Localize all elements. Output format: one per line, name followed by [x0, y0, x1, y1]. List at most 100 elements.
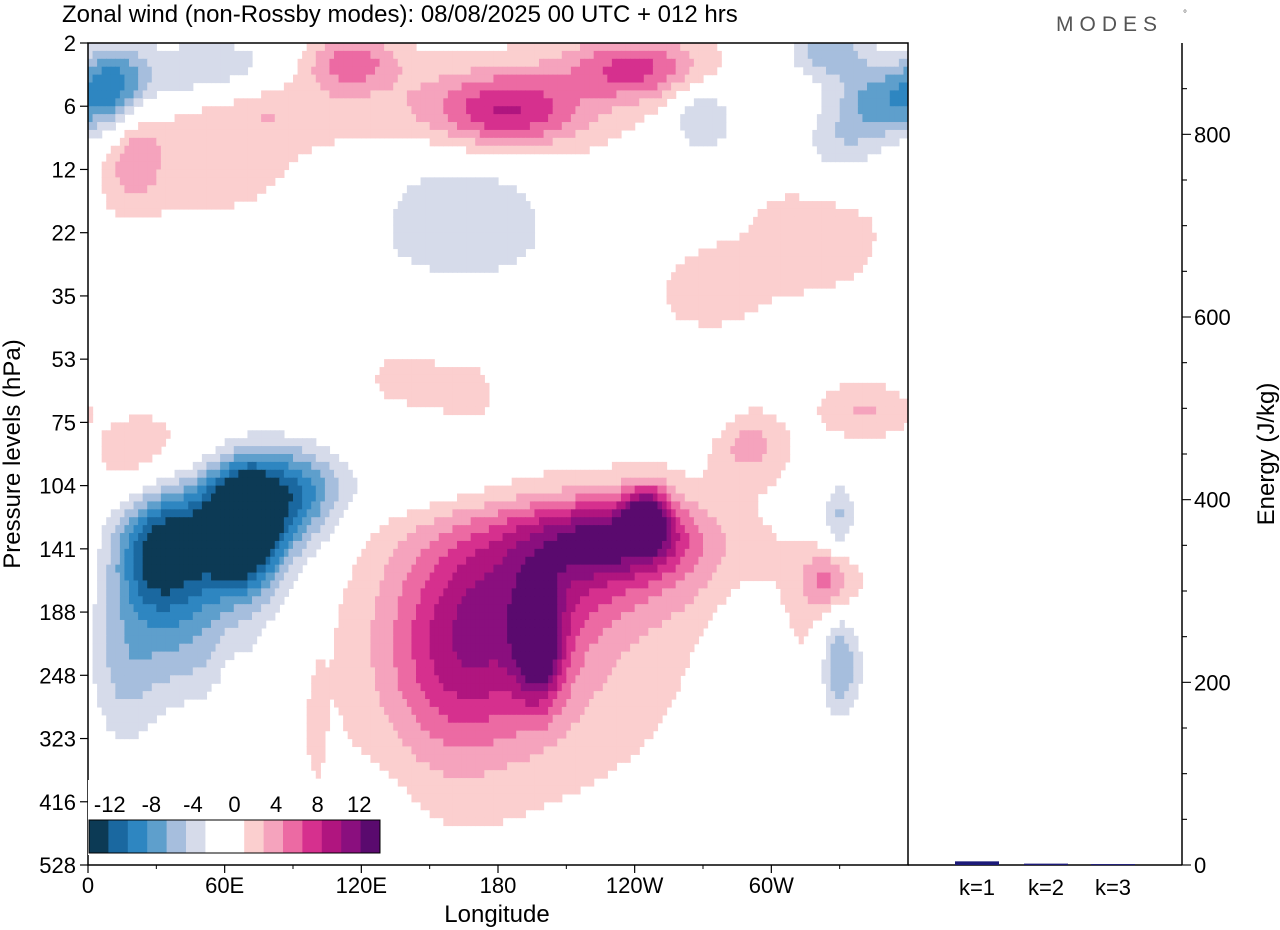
heatmap-cell — [680, 66, 686, 76]
heatmap-cell — [224, 517, 230, 526]
heatmap-cell — [785, 232, 791, 242]
heatmap-cell — [242, 177, 249, 186]
heatmap-cell — [101, 161, 107, 171]
heatmap-cell — [406, 509, 413, 518]
heatmap-cell — [247, 461, 253, 471]
heatmap-cell — [379, 122, 385, 131]
heatmap-cell — [580, 533, 586, 542]
heatmap-cell — [561, 114, 567, 123]
heatmap-cell — [224, 477, 230, 487]
heatmap-cell — [753, 256, 759, 265]
heatmap-cell — [429, 82, 435, 92]
heatmap-cell — [425, 90, 431, 99]
heatmap-cell — [242, 493, 249, 503]
heatmap-cell — [388, 122, 394, 131]
heatmap-cell — [607, 477, 613, 487]
heatmap-cell — [707, 493, 713, 503]
heatmap-cell — [393, 106, 399, 115]
heatmap-cell — [115, 177, 121, 186]
heatmap-cell — [229, 493, 235, 503]
heatmap-cell — [584, 98, 590, 107]
heatmap-cell — [215, 193, 221, 202]
heatmap-cell — [338, 50, 344, 60]
heatmap-cell — [830, 201, 836, 210]
heatmap-cell — [379, 382, 385, 392]
heatmap-cell — [835, 74, 841, 84]
heatmap-cell — [138, 438, 144, 447]
heatmap-cell — [698, 280, 704, 289]
heatmap-cell — [520, 224, 526, 234]
heatmap-cell — [739, 501, 745, 510]
heatmap-cell — [880, 129, 886, 139]
heatmap-cell — [147, 438, 153, 447]
heatmap-cell — [703, 264, 709, 273]
heatmap-cell — [425, 185, 431, 194]
heatmap-cell — [466, 106, 472, 115]
heatmap-cell — [621, 90, 627, 99]
heatmap-cell — [589, 548, 595, 558]
heatmap-cell — [580, 540, 586, 550]
heatmap-cell — [466, 185, 472, 194]
heatmap-cell — [256, 477, 262, 487]
heatmap-cell — [844, 430, 850, 439]
heatmap-cell — [142, 58, 148, 68]
heatmap-cell — [261, 501, 267, 510]
heatmap-cell — [397, 216, 403, 226]
heatmap-cell — [452, 177, 458, 186]
heatmap-cell — [138, 493, 144, 503]
heatmap-cell — [320, 90, 326, 99]
heatmap-cell — [270, 469, 276, 479]
heatmap-cell — [397, 50, 403, 60]
heatmap-cell — [306, 58, 312, 68]
heatmap-cell — [525, 137, 531, 147]
heatmap-cell — [306, 533, 312, 542]
heatmap-cell — [634, 517, 640, 526]
heatmap-cell — [548, 477, 554, 487]
heatmap-cell — [124, 208, 130, 218]
heatmap-cell — [894, 122, 900, 131]
heatmap-cell — [106, 122, 112, 131]
heatmap-cell — [780, 208, 786, 218]
heatmap-cell — [238, 477, 244, 487]
heatmap-cell — [461, 525, 467, 534]
heatmap-cell — [206, 548, 212, 558]
heatmap-cell — [826, 58, 832, 68]
heatmap-cell — [479, 398, 485, 408]
heatmap-cell — [889, 114, 895, 123]
heatmap-cell — [211, 469, 217, 479]
heatmap-cell — [602, 548, 608, 558]
heatmap-cell — [498, 533, 504, 542]
heatmap-cell — [406, 374, 413, 384]
heatmap-cell — [798, 540, 804, 550]
heatmap-cell — [256, 446, 262, 455]
heatmap-cell — [876, 398, 882, 408]
heatmap-cell — [762, 272, 768, 281]
heatmap-cell — [871, 430, 877, 439]
heatmap-cell — [484, 232, 490, 242]
heatmap-cell — [712, 461, 718, 471]
heatmap-cell — [557, 137, 563, 147]
heatmap-cell — [721, 469, 727, 479]
heatmap-cell — [826, 264, 832, 273]
heatmap-cell — [206, 145, 212, 155]
heatmap-cell — [92, 129, 98, 139]
heatmap-cell — [812, 43, 818, 52]
heatmap-cell — [862, 256, 868, 265]
heatmap-cell — [283, 98, 290, 107]
heatmap-cell — [201, 493, 208, 503]
heatmap-cell — [835, 272, 841, 281]
heatmap-cell — [589, 517, 595, 526]
heatmap-cell — [416, 185, 422, 194]
heatmap-cell — [507, 90, 513, 99]
heatmap-cell — [406, 240, 413, 250]
heatmap-cell — [334, 509, 340, 518]
heatmap-cell — [557, 50, 563, 60]
heatmap-cell — [129, 58, 135, 68]
heatmap-cell — [520, 129, 526, 139]
heatmap-cell — [862, 422, 868, 431]
heatmap-cell — [324, 533, 331, 542]
heatmap-cell — [757, 264, 763, 273]
heatmap-cell — [406, 74, 413, 84]
heatmap-cell — [607, 129, 613, 139]
heatmap-cell — [898, 50, 905, 60]
